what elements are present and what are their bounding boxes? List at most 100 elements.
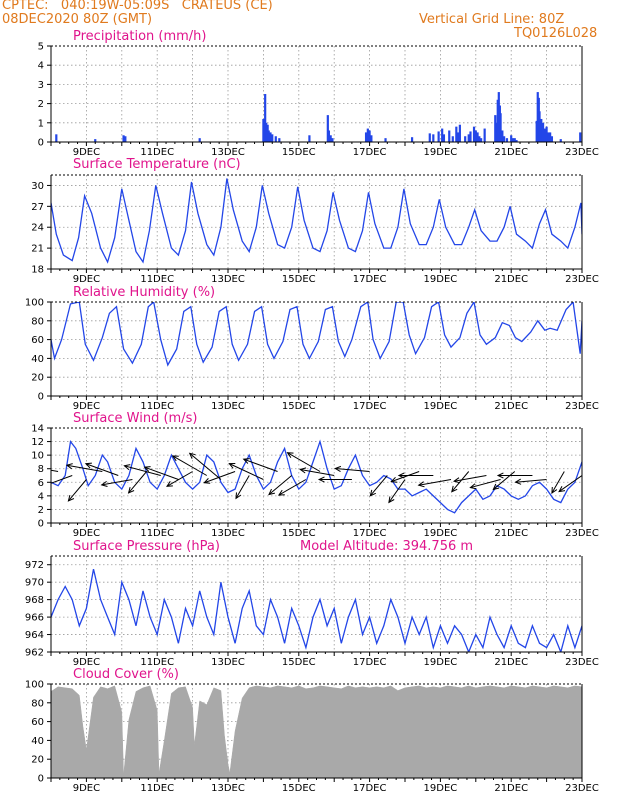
wind-vector-head <box>286 452 294 458</box>
x-tick-label: 21DEC <box>494 147 528 158</box>
wind-vector-head <box>268 488 276 496</box>
precip-bar <box>370 135 373 142</box>
panel-title: Surface Temperature (nC) <box>73 157 241 172</box>
precip-bar <box>278 138 281 142</box>
precip-bar <box>448 130 451 142</box>
wind-vector <box>388 479 406 504</box>
precip-bar <box>469 131 472 142</box>
x-tick-label: 19DEC <box>424 274 458 285</box>
precip-bar <box>55 134 58 142</box>
x-tick-label: 23DEC <box>565 274 599 285</box>
y-tick-label: 40 <box>31 354 44 365</box>
x-tick-label: 19DEC <box>424 401 458 412</box>
y-tick-label: 100 <box>25 680 44 691</box>
wind-vector-head <box>171 455 179 462</box>
precip-bar <box>550 136 554 142</box>
wind-vector-head <box>65 463 73 470</box>
panel-title: Cloud Cover (%) <box>73 667 179 682</box>
y-tick-label: 962 <box>25 648 44 659</box>
panel-6: Cloud Cover (%) 0 20 40 60 80 100 9DEC 11DEC 13DE… <box>25 667 599 794</box>
precip-bar <box>269 132 272 142</box>
x-tick-label: 21DEC <box>494 528 528 539</box>
x-tick-label: 21DEC <box>494 274 528 285</box>
series-line <box>51 568 582 652</box>
x-tick-label: 9DEC <box>73 274 100 285</box>
precip-bar <box>455 126 458 142</box>
precip-bar <box>329 135 332 142</box>
y-tick-label: 10 <box>31 451 44 462</box>
x-tick-label: 21DEC <box>494 657 528 668</box>
wind-vector-shaft <box>492 471 516 490</box>
wind-vector-shaft <box>300 469 335 476</box>
x-tick-label: 23DEC <box>565 401 599 412</box>
header-grid-note: Vertical Grid Line: 80Z <box>419 12 565 27</box>
y-tick-label: 14 <box>31 424 44 435</box>
wind-vector-head <box>277 489 285 496</box>
wind-vector-head <box>451 485 458 493</box>
wind-vector-head <box>23 464 29 469</box>
y-tick-label: 20 <box>31 373 44 384</box>
y-tick-label: 1 <box>38 118 44 129</box>
x-tick-label: 23DEC <box>565 528 599 539</box>
y-tick-label: 100 <box>25 298 44 309</box>
y-tick-label: 0 <box>38 774 44 785</box>
wind-vector <box>123 464 161 476</box>
precip-bar <box>384 138 387 142</box>
wind-vector-head <box>369 489 376 497</box>
wind-vector <box>317 476 352 483</box>
wind-vector <box>390 471 420 483</box>
y-tick-label: 80 <box>31 698 44 709</box>
wind-vector-shaft <box>335 468 370 472</box>
precip-bar <box>274 136 277 142</box>
x-tick-label: 17DEC <box>353 657 387 668</box>
wind-vector-head <box>299 467 307 474</box>
wind-vector-shaft <box>172 455 208 476</box>
precip-bar <box>494 115 497 142</box>
wind-vector-shaft <box>51 469 59 472</box>
wind-vector <box>51 475 73 484</box>
wind-vector-head <box>417 481 425 488</box>
y-tick-label: 4 <box>38 491 44 502</box>
wind-vector-shaft <box>68 479 87 502</box>
y-tick-label: 24 <box>31 223 44 234</box>
precip-bar <box>499 113 502 142</box>
x-tick-label: 23DEC <box>565 657 599 668</box>
y-tick-label: 3 <box>38 80 44 91</box>
x-tick-label: 17DEC <box>353 147 387 158</box>
wind-vector <box>417 479 452 488</box>
x-tick-label: 21DEC <box>494 401 528 412</box>
y-tick-label: 0 <box>38 519 44 530</box>
precip-bar <box>467 134 470 142</box>
wind-vector-head <box>551 486 558 494</box>
precip-bar <box>262 118 265 142</box>
panel-4: Surface Wind (m/s) 0 2 4 6 8 10 12 14 9DEC 11DEC 13… <box>23 411 599 539</box>
precip-bar <box>124 136 127 142</box>
panel-annotation: Model Altitude: 394.756 m <box>300 539 473 554</box>
wind-vector <box>452 475 487 484</box>
x-tick-label: 15DEC <box>282 528 316 539</box>
y-tick-label: 12 <box>31 437 44 448</box>
wind-vector-shaft <box>388 479 406 503</box>
precip-bar <box>513 138 516 142</box>
series-line <box>51 439 582 514</box>
wind-vector-head <box>143 466 151 472</box>
wind-vector <box>514 478 547 485</box>
wind-vector <box>100 479 133 487</box>
wind-vector <box>171 455 208 476</box>
wind-vector <box>369 475 388 497</box>
header-date: 08DEC2020 80Z (GMT) <box>2 12 153 27</box>
precip-bar <box>441 128 444 142</box>
wind-vector-shaft <box>268 475 293 495</box>
x-tick-label: 11DEC <box>140 147 174 158</box>
x-tick-label: 19DEC <box>424 528 458 539</box>
x-tick-label: 17DEC <box>353 783 387 794</box>
wind-vector <box>235 475 250 500</box>
precip-bar <box>579 132 582 142</box>
wind-vector-head <box>452 477 461 484</box>
precip-bar <box>267 130 270 142</box>
precip-bar <box>480 138 483 142</box>
wind-vector-shaft <box>278 479 307 496</box>
x-tick-label: 17DEC <box>353 274 387 285</box>
x-tick-label: 13DEC <box>211 783 245 794</box>
x-tick-label: 9DEC <box>73 147 100 158</box>
